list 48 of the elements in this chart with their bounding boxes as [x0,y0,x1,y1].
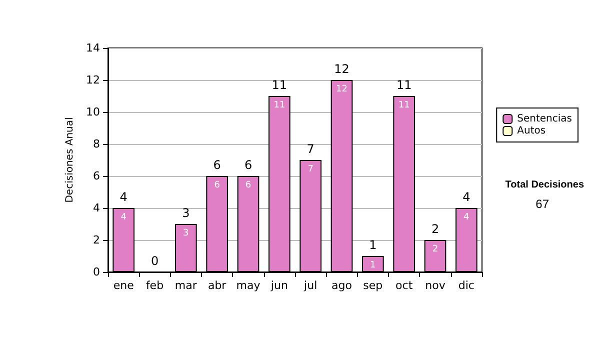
total-label: 4 [462,190,470,204]
total-label: 6 [213,158,221,172]
x-tick-label: dic [458,279,474,292]
x-tick-label: nov [425,279,446,292]
x-tick-label: ene [113,279,134,292]
y-axis-title: Decisiones Anual [64,117,76,203]
data-label: 2 [432,244,438,254]
total-label: 6 [244,158,252,172]
data-label: 4 [464,212,470,222]
total-label: 11 [272,78,288,92]
total-label: 7 [306,142,314,156]
legend-label: Autos [517,126,546,136]
text: Total Decisiones [505,180,584,190]
y-tick-label: 8 [93,138,100,150]
total-label: 4 [120,190,128,204]
y-tick-label: 4 [93,202,100,214]
y-tick-label: 14 [86,42,100,54]
data-label: 6 [214,180,220,190]
y-tick-label: 10 [86,106,100,118]
y-tick-label: 2 [93,234,100,246]
y-tick-label: 12 [86,74,100,86]
legend-label: Sentencias [517,114,572,124]
data-label: 6 [245,180,252,190]
total-label: 11 [396,78,412,92]
data-label: 11 [398,100,410,110]
total-label: 12 [334,62,350,76]
x-tick-label: jul [303,279,318,292]
total-label: 2 [431,222,440,236]
x-tick-label: feb [146,279,164,292]
data-label: 7 [308,164,314,174]
x-tick-label: sep [363,279,383,292]
text: 67 [536,197,550,211]
data-label: 11 [274,100,286,110]
x-tick-label: jun [270,279,288,292]
x-tick-label: oct [396,279,414,292]
x-tick-label: may [236,279,261,292]
total-label: 0 [150,254,159,268]
total-label: 1 [369,238,377,252]
y-tick-label: 0 [93,266,100,278]
y-tick-label: 6 [93,170,100,182]
data-label: 4 [120,212,127,222]
x-tick-label: ago [332,279,352,292]
data-label: 3 [183,228,189,238]
data-label: 1 [370,260,376,270]
data-label: 12 [336,84,348,94]
x-tick-label: mar [174,279,198,292]
total-label: 3 [182,206,190,220]
x-tick-label: abr [208,279,227,292]
